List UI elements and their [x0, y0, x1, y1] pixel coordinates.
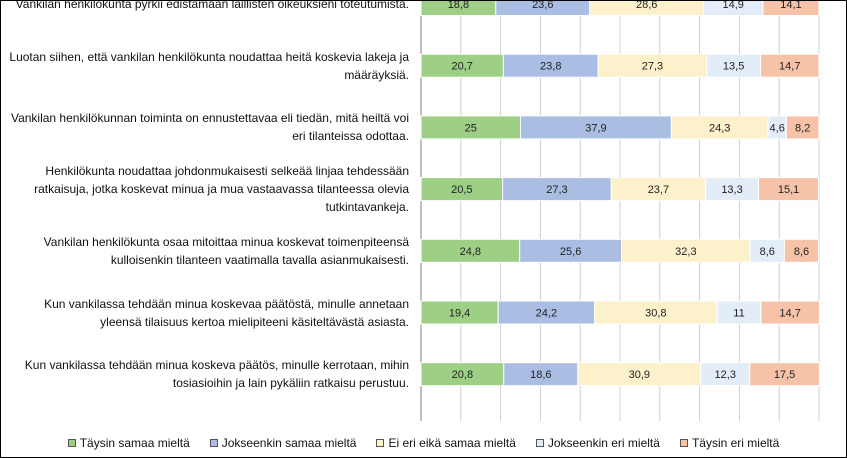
legend-label: Täysin samaa mieltä [79, 436, 190, 450]
bar-segment [783, 238, 820, 263]
legend-swatch [209, 439, 218, 447]
bar-segment [760, 300, 820, 325]
data-label: 18,8 [448, 1, 469, 11]
data-label: 23,7 [648, 184, 669, 196]
data-label: 13,5 [723, 61, 744, 73]
category-label: Henkilökunta noudattaa johdonmukaisesti … [34, 164, 409, 215]
data-label: 14,1 [780, 1, 801, 11]
data-label: 20,8 [452, 369, 473, 381]
legend-label: Jokseenkin eri mieltä [547, 436, 660, 450]
bar-segment [749, 362, 820, 387]
data-label: 20,5 [451, 184, 472, 196]
legend-item: Täysin eri mieltä [679, 436, 780, 450]
category-label: Vankilan henkilökunnan toiminta on ennus… [10, 111, 409, 144]
data-label: 24,8 [460, 246, 481, 258]
bar-segment [762, 1, 820, 16]
data-label: 37,9 [585, 122, 606, 134]
legend-item: Täysin samaa mieltä [67, 436, 190, 450]
data-label: 28,6 [636, 1, 657, 11]
legend: Täysin samaa mieltä Jokseenkin samaa miel… [1, 429, 846, 457]
legend-item: Jokseenkin samaa mieltä [209, 436, 357, 450]
data-label: 8,6 [794, 246, 809, 258]
stacked-bar-chart: 18,8 23,6 28,6 14,9 14,1 20,7 23,8 27,3 13,5 14,7… [420, 1, 820, 421]
data-label: 27,3 [642, 61, 663, 73]
legend-item: Jokseenkin eri mieltä [535, 436, 660, 450]
legend-label: Ei eri eikä samaa mieltä [388, 436, 516, 450]
data-label: 18,6 [530, 369, 551, 381]
data-label: 17,5 [774, 369, 795, 381]
legend-swatch [67, 439, 76, 447]
data-label: 8,2 [795, 122, 810, 134]
category-label: Kun vankilassa tehdään minua koskeva pää… [24, 358, 409, 391]
data-label: 14,7 [779, 61, 800, 73]
data-label: 12,3 [715, 369, 736, 381]
data-label: 25,6 [560, 246, 581, 258]
data-label: 23,6 [532, 1, 553, 11]
data-label: 15,1 [778, 184, 799, 196]
legend-label: Täysin eri mieltä [691, 436, 780, 450]
data-label: 24,2 [536, 308, 557, 320]
category-label: Vankilan henkilökunta pyrkii edistämään … [15, 0, 409, 11]
legend-swatch [535, 439, 544, 447]
data-label: 11 [733, 308, 744, 320]
data-label: 27,3 [546, 184, 567, 196]
category-label: Vankilan henkilökunta osaa mitoittaa min… [43, 234, 409, 267]
legend-label: Jokseenkin samaa mieltä [221, 436, 357, 450]
data-label: 14,9 [723, 1, 744, 11]
data-label: 19,4 [449, 308, 470, 320]
data-label: 20,7 [451, 61, 472, 73]
data-label: 23,8 [540, 61, 561, 73]
data-label: 24,3 [709, 122, 730, 134]
data-label: 32,3 [675, 246, 696, 258]
category-label: Luotan siihen, että vankilan henkilökunt… [9, 49, 409, 82]
legend-swatch [679, 439, 688, 447]
data-label: 4,6 [770, 122, 785, 134]
legend-swatch [376, 439, 385, 447]
category-label: Kun vankilassa tehdään minua koskevaa pä… [44, 296, 409, 329]
bar-segment [759, 53, 820, 78]
bar-segment [758, 177, 820, 202]
data-label: 13,3 [721, 184, 742, 196]
bar-segment [785, 115, 820, 140]
data-label: 30,9 [629, 369, 650, 381]
data-label: 14,7 [779, 308, 800, 320]
legend-item: Ei eri eikä samaa mieltä [376, 436, 516, 450]
data-label: 30,8 [645, 308, 666, 320]
data-label: 25 [465, 122, 477, 134]
data-label: 8,6 [760, 246, 775, 258]
